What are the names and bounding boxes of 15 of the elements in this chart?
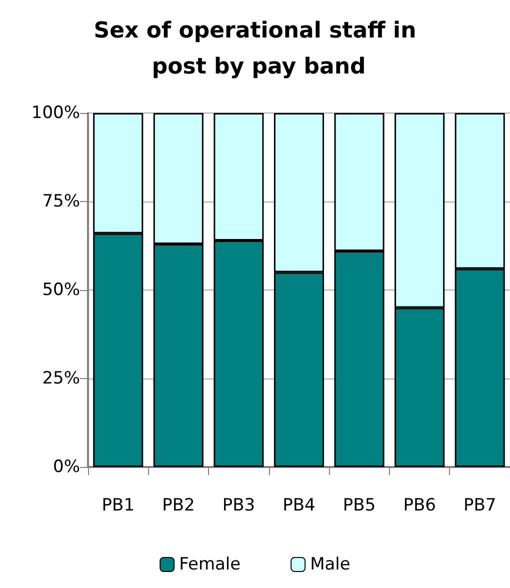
legend-label: Female [179, 554, 241, 574]
y-tick-label: 50% [42, 280, 80, 300]
y-tick-label: 25% [42, 368, 80, 388]
y-tick-label: 75% [42, 192, 80, 212]
x-tick-label: PB3 [222, 496, 256, 516]
legend-label: Male [310, 554, 350, 574]
x-tick-label: PB5 [342, 496, 376, 516]
y-tick-label: 0% [53, 457, 80, 477]
chart-title: Sex of operational staff in post by pay band [94, 18, 416, 80]
y-tick-label: 100% [31, 103, 80, 123]
x-tick-label: PB6 [403, 496, 436, 516]
x-tick-label: PB7 [463, 496, 496, 516]
x-tick-label: PB2 [162, 496, 195, 516]
x-tick-label: PB4 [282, 496, 316, 516]
x-tick-label: PB1 [102, 496, 135, 516]
